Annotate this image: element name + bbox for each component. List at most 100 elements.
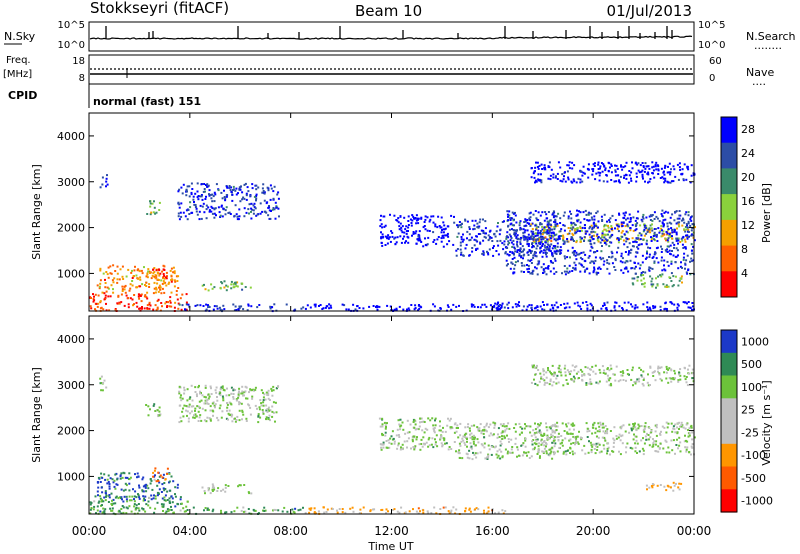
scatter-cell bbox=[678, 279, 681, 282]
scatter-cell bbox=[595, 172, 598, 175]
scatter-cell bbox=[417, 239, 420, 242]
scatter-cell bbox=[578, 430, 580, 433]
scatter-cell bbox=[503, 435, 506, 438]
scatter-cell bbox=[685, 271, 688, 274]
scatter-cell bbox=[517, 303, 519, 306]
scatter-cell bbox=[587, 451, 590, 454]
scatter-cell bbox=[128, 472, 131, 475]
scatter-cell bbox=[179, 509, 182, 512]
scatter-cell bbox=[671, 285, 674, 288]
scatter-cell bbox=[461, 457, 464, 460]
scatter-cell bbox=[628, 431, 631, 434]
scatter-cell bbox=[218, 407, 221, 410]
scatter-cell bbox=[473, 238, 476, 241]
scatter-cell bbox=[112, 291, 115, 294]
scatter-cell bbox=[569, 452, 571, 454]
scatter-cell bbox=[571, 246, 574, 249]
scatter-cell bbox=[527, 270, 530, 273]
scatter-cell bbox=[450, 426, 453, 429]
scatter-cell bbox=[401, 448, 404, 451]
scatter-cell bbox=[604, 228, 607, 231]
scatter-cell bbox=[211, 483, 214, 486]
scatter-cell bbox=[669, 181, 672, 184]
scatter-cell bbox=[400, 446, 402, 449]
scatter-cell bbox=[441, 430, 444, 433]
scatter-cell bbox=[239, 188, 242, 191]
scatter-cell bbox=[414, 423, 417, 426]
scatter-cell bbox=[105, 180, 108, 183]
scatter-cell bbox=[601, 365, 604, 368]
scatter-cell bbox=[631, 277, 634, 280]
scatter-cell bbox=[525, 451, 528, 454]
scatter-cell bbox=[581, 379, 584, 382]
scatter-cell bbox=[344, 511, 347, 514]
scatter-cell bbox=[548, 161, 551, 164]
scatter-cell bbox=[575, 436, 578, 438]
scatter-cell bbox=[626, 224, 629, 227]
scatter-cell bbox=[593, 234, 595, 237]
scatter-cell bbox=[607, 442, 610, 445]
scatter-cell bbox=[659, 309, 662, 312]
scatter-cell bbox=[676, 217, 679, 220]
scatter-cell bbox=[551, 431, 554, 434]
scatter-cell bbox=[602, 422, 605, 425]
scatter-cell bbox=[598, 266, 601, 269]
scatter-cell bbox=[507, 240, 510, 243]
scatter-cell bbox=[681, 266, 683, 269]
scatter-cell bbox=[447, 235, 450, 238]
scatter-cell bbox=[180, 502, 183, 505]
scatter-cell bbox=[414, 307, 417, 310]
scatter-cell bbox=[242, 413, 245, 416]
scatter-cell bbox=[579, 211, 582, 214]
scatter-cell bbox=[584, 269, 587, 272]
scatter-cell bbox=[225, 195, 228, 198]
scatter-cell bbox=[329, 304, 332, 307]
scatter-cell bbox=[587, 213, 590, 216]
scatter-cell bbox=[90, 507, 93, 509]
scatter-cell bbox=[589, 309, 592, 312]
scatter-cell bbox=[538, 456, 541, 459]
scatter-cell bbox=[549, 228, 552, 231]
scatter-cell bbox=[202, 305, 205, 307]
scatter-cell bbox=[648, 269, 651, 272]
scatter-cell bbox=[575, 439, 577, 442]
scatter-cell bbox=[186, 500, 189, 503]
scatter-cell bbox=[556, 178, 559, 180]
scatter-cell bbox=[479, 242, 482, 245]
scatter-cell bbox=[449, 426, 452, 429]
scatter-cell bbox=[559, 250, 561, 253]
scatter-cell bbox=[460, 238, 463, 241]
scatter-cell bbox=[614, 227, 616, 230]
scatter-cell bbox=[686, 224, 688, 227]
scatter-cell bbox=[559, 252, 562, 255]
scatter-cell bbox=[533, 251, 536, 253]
scatter-cell bbox=[659, 305, 662, 308]
scatter-cell bbox=[608, 262, 611, 265]
scatter-cell bbox=[664, 307, 667, 310]
scatter-cell bbox=[142, 485, 145, 488]
scatter-cell bbox=[203, 211, 206, 214]
scatter-cell bbox=[265, 391, 268, 394]
scatter-cell bbox=[336, 509, 338, 512]
scatter-cell bbox=[626, 246, 629, 249]
scatter-cell bbox=[678, 421, 681, 424]
scatter-cell bbox=[536, 263, 539, 266]
scatter-cell bbox=[501, 437, 504, 440]
scatter-cell bbox=[687, 435, 690, 438]
scatter-cell bbox=[186, 414, 188, 417]
scatter-cell bbox=[496, 436, 499, 439]
scatter-cell bbox=[648, 167, 651, 170]
scatter-cell bbox=[468, 228, 471, 230]
scatter-cell bbox=[641, 447, 644, 450]
scatter-cell bbox=[678, 217, 681, 220]
scatter-cell bbox=[237, 308, 240, 311]
scatter-cell bbox=[539, 230, 542, 232]
scatter-cell bbox=[654, 430, 657, 433]
scatter-cell bbox=[548, 454, 551, 457]
scatter-cell bbox=[184, 215, 187, 218]
scatter-cell bbox=[127, 297, 130, 300]
scatter-cell bbox=[550, 435, 553, 438]
scatter-cell bbox=[277, 197, 280, 200]
scatter-cell bbox=[566, 233, 569, 236]
scatter-cell bbox=[687, 429, 690, 431]
